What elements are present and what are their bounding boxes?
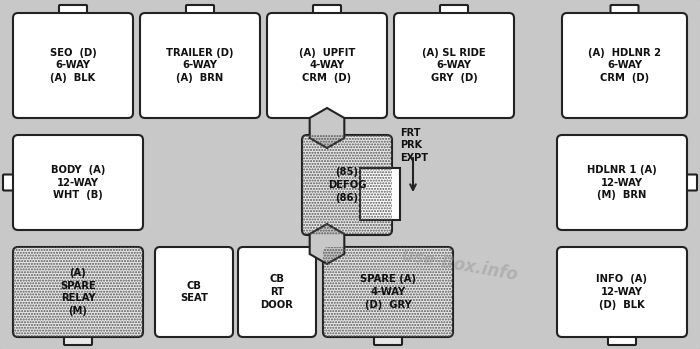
- FancyBboxPatch shape: [186, 5, 214, 22]
- FancyBboxPatch shape: [557, 247, 687, 337]
- Text: use-Box.info: use-Box.info: [400, 246, 519, 284]
- FancyBboxPatch shape: [374, 328, 402, 345]
- Text: SEO  (D)
6-WAY
(A)  BLK: SEO (D) 6-WAY (A) BLK: [50, 48, 97, 83]
- FancyBboxPatch shape: [13, 13, 133, 118]
- Text: (A) SL RIDE
6-WAY
GRY  (D): (A) SL RIDE 6-WAY GRY (D): [422, 48, 486, 83]
- Polygon shape: [309, 108, 344, 148]
- FancyBboxPatch shape: [313, 5, 341, 22]
- FancyBboxPatch shape: [267, 13, 387, 118]
- Text: FRT
PRK
EXPT: FRT PRK EXPT: [400, 128, 428, 163]
- Text: CB
RT
DOOR: CB RT DOOR: [260, 274, 293, 310]
- FancyBboxPatch shape: [394, 13, 514, 118]
- Text: CB
SEAT: CB SEAT: [180, 281, 208, 303]
- FancyBboxPatch shape: [302, 135, 392, 235]
- Text: BODY  (A)
12-WAY
WHT  (B): BODY (A) 12-WAY WHT (B): [51, 165, 105, 200]
- FancyBboxPatch shape: [13, 135, 143, 230]
- Text: HDLNR 1 (A)
12-WAY
(M)  BRN: HDLNR 1 (A) 12-WAY (M) BRN: [587, 165, 657, 200]
- FancyBboxPatch shape: [13, 247, 143, 337]
- FancyBboxPatch shape: [608, 328, 636, 345]
- FancyBboxPatch shape: [678, 174, 697, 191]
- FancyBboxPatch shape: [562, 13, 687, 118]
- Text: SPARE (A)
4-WAY
(D)  GRY: SPARE (A) 4-WAY (D) GRY: [360, 274, 416, 310]
- Text: (A)
SPARE
RELAY
(M): (A) SPARE RELAY (M): [60, 268, 96, 316]
- FancyBboxPatch shape: [610, 5, 638, 22]
- Text: (A)  UPFIT
4-WAY
CRM  (D): (A) UPFIT 4-WAY CRM (D): [299, 48, 355, 83]
- Bar: [360, 168, 400, 220]
- Text: INFO  (A)
12-WAY
(D)  BLK: INFO (A) 12-WAY (D) BLK: [596, 274, 648, 310]
- FancyBboxPatch shape: [557, 135, 687, 230]
- FancyBboxPatch shape: [140, 13, 260, 118]
- Polygon shape: [309, 224, 344, 264]
- FancyBboxPatch shape: [323, 247, 453, 337]
- FancyBboxPatch shape: [440, 5, 468, 22]
- FancyBboxPatch shape: [59, 5, 87, 22]
- FancyBboxPatch shape: [238, 247, 316, 337]
- Text: (A)  HDLNR 2
6-WAY
CRM  (D): (A) HDLNR 2 6-WAY CRM (D): [588, 48, 661, 83]
- FancyBboxPatch shape: [155, 247, 233, 337]
- FancyBboxPatch shape: [64, 328, 92, 345]
- Text: TRAILER (D)
6-WAY
(A)  BRN: TRAILER (D) 6-WAY (A) BRN: [167, 48, 234, 83]
- Text: (85)
DEFOG
(86): (85) DEFOG (86): [328, 167, 366, 203]
- FancyBboxPatch shape: [3, 174, 22, 191]
